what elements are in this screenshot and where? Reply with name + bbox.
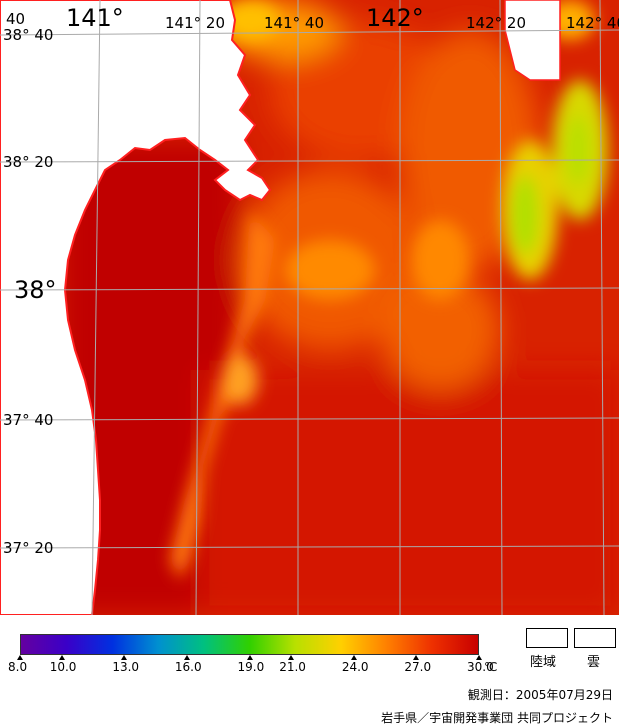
scale-tick-label: 27.0 [404, 660, 432, 674]
scale-tick-mark [121, 655, 128, 660]
temperature-color-scale [20, 634, 479, 655]
cloud-swatch-label: 雲 [587, 655, 601, 670]
lon-label-141-40: 141° 40 [264, 14, 324, 32]
lon-label-142-40: 142° 40 [566, 14, 619, 32]
scale-tick-mark [476, 655, 482, 660]
lat-label-38-40: 38° 40 [3, 26, 54, 44]
scale-tick-label: 16.0 [174, 660, 202, 674]
scale-tick-label: 13.0 [112, 660, 140, 674]
lat-lon-grid [0, 0, 619, 615]
scale-tick-label: 21.0 [279, 660, 306, 674]
corner-label: 40 [6, 10, 26, 28]
scale-tick-mark [183, 655, 190, 660]
lat-label-37-40: 37° 40 [3, 411, 54, 429]
temperature-unit: ℃ [484, 660, 498, 674]
lon-label-141: 141° [66, 4, 124, 32]
lon-label-141-20: 141° 20 [165, 14, 225, 32]
scale-tick-label: 24.0 [341, 660, 369, 674]
lon-label-142-20: 142° 20 [466, 14, 526, 32]
scale-tick-mark [246, 655, 253, 660]
lon-label-142: 142° [366, 4, 424, 32]
observation-date: 観測日：2005年07月29日 [467, 688, 613, 702]
scale-tick-label: 8.0 [8, 660, 28, 674]
scale-tick-label: 19.0 [237, 660, 265, 674]
cloud-swatch [574, 628, 616, 648]
lat-label-38: 38° [14, 276, 57, 304]
scale-tick-label: 10.0 [49, 660, 77, 674]
scale-tick-mark [350, 655, 357, 660]
land-swatch-label: 陸域 [530, 655, 557, 670]
credit-line: 岩手県／宇宙開発事業団 共同プロジェクト [381, 711, 613, 725]
sst-map: 40 141° 141° 20 141° 40 142° 142° 20 142… [0, 0, 619, 615]
land-swatch [526, 628, 568, 648]
scale-tick-mark [288, 655, 295, 660]
lat-label-38-20: 38° 20 [3, 153, 54, 171]
lat-label-37-20: 37° 20 [3, 539, 54, 557]
sst-map-image [0, 0, 619, 615]
scale-tick-mark [17, 655, 23, 660]
scale-tick-mark [58, 655, 65, 660]
scale-tick-label: 30.0 [467, 660, 494, 674]
scale-tick-mark [413, 655, 420, 660]
land-west [0, 0, 272, 615]
land-northeast [504, 0, 561, 81]
